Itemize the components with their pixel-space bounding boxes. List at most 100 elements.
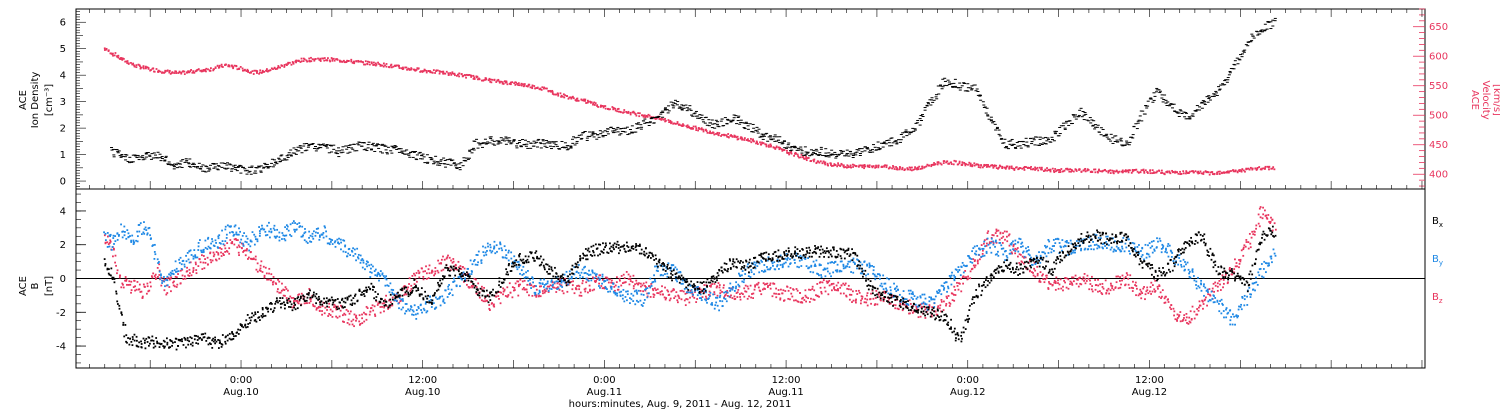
by-point bbox=[112, 234, 115, 237]
velocity-point bbox=[864, 165, 867, 168]
bz-point bbox=[1028, 270, 1031, 273]
velocity-point bbox=[342, 59, 345, 62]
bz-point bbox=[1141, 292, 1144, 295]
bz-point bbox=[358, 314, 361, 317]
bz-point bbox=[115, 264, 117, 267]
bz-point bbox=[791, 295, 794, 298]
velocity-point bbox=[692, 127, 695, 130]
velocity-point bbox=[921, 165, 923, 168]
bz-point bbox=[1117, 275, 1119, 278]
velocity-point bbox=[120, 57, 122, 59]
velocity-point bbox=[616, 110, 619, 113]
bz-point bbox=[1084, 277, 1087, 280]
velocity-point bbox=[772, 146, 775, 149]
bz-point bbox=[976, 259, 979, 262]
bottom-ytick-label: 0 bbox=[60, 274, 66, 285]
velocity-point bbox=[470, 76, 473, 78]
bz-point bbox=[596, 278, 599, 281]
by-point bbox=[352, 255, 355, 257]
bz-point bbox=[519, 278, 522, 281]
bz-point bbox=[244, 254, 247, 257]
velocity-point bbox=[482, 79, 485, 82]
bz-point bbox=[1153, 288, 1156, 291]
by-point bbox=[120, 223, 122, 226]
velocity-point bbox=[1055, 170, 1057, 173]
bz-point bbox=[1130, 286, 1133, 289]
by-point bbox=[161, 282, 164, 284]
velocity-point bbox=[936, 163, 939, 166]
velocity-point bbox=[506, 83, 509, 86]
velocity-point bbox=[432, 69, 435, 72]
velocity-point bbox=[1034, 166, 1037, 169]
bz-point bbox=[1013, 249, 1015, 252]
velocity-point bbox=[644, 116, 647, 119]
bz-point bbox=[1157, 287, 1159, 290]
velocity-point bbox=[522, 83, 524, 86]
bz-point bbox=[446, 256, 449, 259]
velocity-point bbox=[415, 69, 418, 71]
by-point bbox=[317, 227, 320, 230]
velocity-point bbox=[362, 61, 365, 64]
bz-point bbox=[924, 306, 927, 309]
velocity-point bbox=[767, 144, 770, 147]
velocity-point bbox=[584, 99, 586, 102]
velocity-point bbox=[103, 49, 106, 51]
bz-point bbox=[513, 289, 515, 292]
bz-point bbox=[683, 299, 686, 302]
velocity-point bbox=[961, 164, 964, 166]
bz-point bbox=[1020, 260, 1023, 263]
bz-point bbox=[1089, 283, 1092, 285]
bz-point bbox=[453, 265, 456, 268]
velocity-point bbox=[1180, 172, 1183, 175]
velocity-point bbox=[837, 162, 839, 165]
velocity-point bbox=[463, 74, 466, 76]
bz-point bbox=[808, 301, 811, 303]
bz-point bbox=[754, 284, 756, 287]
by-point bbox=[325, 230, 327, 233]
bz-point bbox=[127, 283, 130, 286]
bz-point bbox=[1119, 276, 1121, 278]
by-point bbox=[346, 255, 348, 258]
velocity-point bbox=[279, 66, 281, 69]
bz-point bbox=[576, 285, 578, 287]
by-point bbox=[113, 243, 115, 245]
bz-point bbox=[948, 305, 951, 307]
bz-point bbox=[1193, 310, 1196, 313]
velocity-point bbox=[1102, 169, 1105, 172]
by-point bbox=[224, 228, 227, 231]
velocity-point bbox=[673, 122, 676, 125]
velocity-point bbox=[1093, 168, 1095, 171]
velocity-point bbox=[308, 59, 311, 62]
velocity-point bbox=[1061, 170, 1064, 173]
velocity-point bbox=[1256, 166, 1259, 169]
by-point bbox=[325, 235, 328, 238]
by-point bbox=[198, 239, 201, 241]
bz-point bbox=[778, 293, 781, 296]
velocity-point bbox=[1169, 172, 1172, 175]
bz-point bbox=[204, 258, 206, 261]
velocity-point bbox=[1158, 169, 1160, 172]
bz-point bbox=[855, 298, 857, 301]
bz-point bbox=[1185, 312, 1188, 315]
velocity-point bbox=[1034, 168, 1037, 171]
bz-point bbox=[517, 285, 520, 288]
velocity-point bbox=[209, 67, 212, 70]
bz-point bbox=[835, 289, 838, 292]
by-point bbox=[133, 241, 136, 244]
bz-point bbox=[377, 302, 380, 305]
velocity-point bbox=[543, 86, 546, 89]
bz-point bbox=[578, 285, 581, 288]
bz-point bbox=[553, 286, 555, 289]
velocity-point bbox=[1236, 171, 1239, 174]
bz-point bbox=[197, 265, 200, 267]
bz-point bbox=[337, 305, 339, 308]
by-point bbox=[308, 230, 311, 233]
bz-point bbox=[823, 286, 826, 289]
bz-point bbox=[1081, 278, 1084, 281]
bz-point bbox=[240, 247, 243, 249]
bz-point bbox=[172, 281, 174, 284]
bz-point bbox=[405, 293, 408, 296]
bz-point bbox=[500, 291, 502, 294]
bz-point bbox=[321, 310, 323, 312]
velocity-point bbox=[780, 148, 783, 150]
